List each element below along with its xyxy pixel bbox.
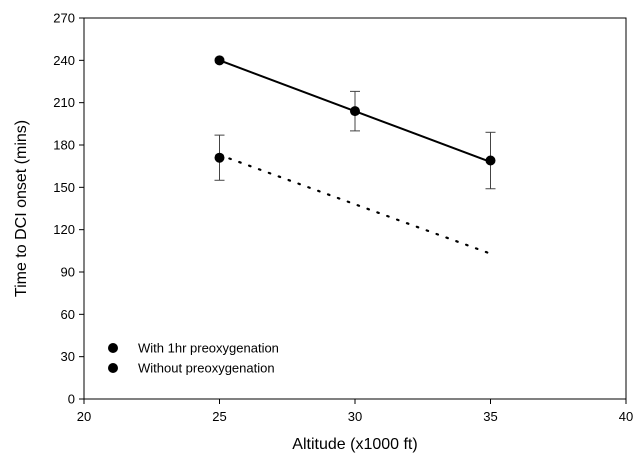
- legend-marker-with-preoxygenation: [108, 343, 118, 353]
- fit-line-series-1: [218, 153, 492, 255]
- y-tick-label: 270: [53, 11, 75, 26]
- fit-lines: [218, 59, 492, 255]
- data-point-series-0: [214, 55, 225, 66]
- axes: 20 25 30 35 40 0 30 60 90 120 150 180 210 240 270: [53, 11, 633, 425]
- y-tick-label: 0: [68, 392, 75, 407]
- error-bars: [214, 90, 496, 190]
- data-point-series-0: [350, 106, 360, 117]
- x-tick-label: 25: [212, 409, 226, 424]
- legend-label-without-preoxygenation: Without preoxygenation: [138, 361, 275, 376]
- legend-marker-without-preoxygenation: [108, 363, 118, 373]
- x-tick-label: 40: [619, 409, 633, 424]
- x-tick-label: 30: [348, 409, 362, 424]
- data-point-series-0: [485, 155, 496, 166]
- y-tick-label: 180: [53, 138, 75, 153]
- y-tick-label: 30: [61, 349, 75, 364]
- y-tick-label: 120: [53, 222, 75, 237]
- x-tick-label: 35: [483, 409, 497, 424]
- data-point-series-1: [214, 152, 225, 163]
- x-axis-label: Altitude (x1000 ft): [292, 436, 417, 453]
- y-axis-label: Time to DCI onset (mins): [13, 120, 30, 297]
- y-tick-label: 210: [53, 95, 75, 110]
- legend-label-with-preoxygenation: With 1hr preoxygenation: [138, 341, 279, 356]
- y-tick-label: 90: [61, 265, 75, 280]
- data-points: [214, 55, 496, 166]
- x-tick-label: 20: [77, 409, 91, 424]
- y-tick-label: 60: [61, 307, 75, 322]
- y-tick-label: 240: [53, 53, 75, 68]
- legend: With 1hr preoxygenation Without preoxyge…: [108, 341, 279, 376]
- y-tick-label: 150: [53, 180, 75, 195]
